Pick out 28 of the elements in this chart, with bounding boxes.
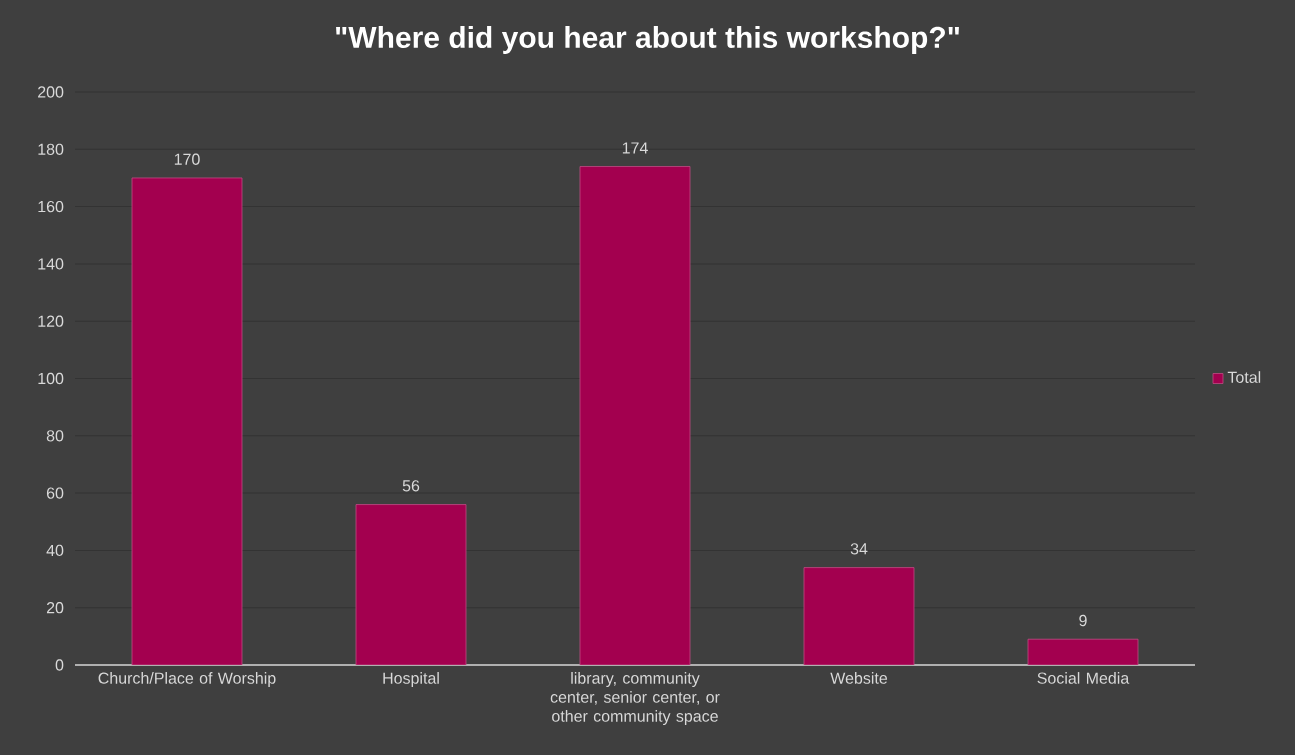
data-label: 56 bbox=[402, 480, 420, 492]
bar bbox=[355, 504, 467, 665]
y-tick-label: 0 bbox=[55, 659, 64, 671]
y-tick-label: 40 bbox=[46, 544, 64, 557]
legend-label: Total bbox=[1227, 371, 1261, 383]
y-tick-label: 80 bbox=[46, 430, 64, 442]
x-tick-label: Hospital bbox=[383, 672, 439, 687]
y-tick-label: 120 bbox=[38, 315, 64, 327]
x-tick-label: library, community center, senior center, or other community space bbox=[550, 672, 720, 725]
data-label: 34 bbox=[850, 543, 868, 555]
x-tick-label: Church/Place of Worship bbox=[98, 672, 276, 687]
bar bbox=[803, 567, 915, 665]
data-label: 174 bbox=[622, 142, 648, 154]
bar bbox=[131, 177, 243, 665]
x-tick-label: Social Media bbox=[1037, 672, 1130, 684]
bar bbox=[579, 166, 691, 665]
y-tick-label: 160 bbox=[38, 200, 64, 213]
bar bbox=[1027, 638, 1139, 665]
data-label: 9 bbox=[1079, 614, 1087, 627]
y-tick-label: 200 bbox=[38, 86, 64, 98]
chart-title: "Where did you hear about this workshop?" bbox=[336, 26, 959, 54]
y-tick-label: 60 bbox=[46, 487, 64, 499]
x-tick-label: Website bbox=[830, 672, 888, 684]
y-tick-label: 100 bbox=[38, 372, 64, 385]
y-tick-label: 140 bbox=[38, 258, 64, 270]
y-tick-label: 20 bbox=[46, 602, 64, 614]
y-tick-label: 180 bbox=[38, 143, 64, 155]
data-label: 170 bbox=[174, 153, 200, 165]
